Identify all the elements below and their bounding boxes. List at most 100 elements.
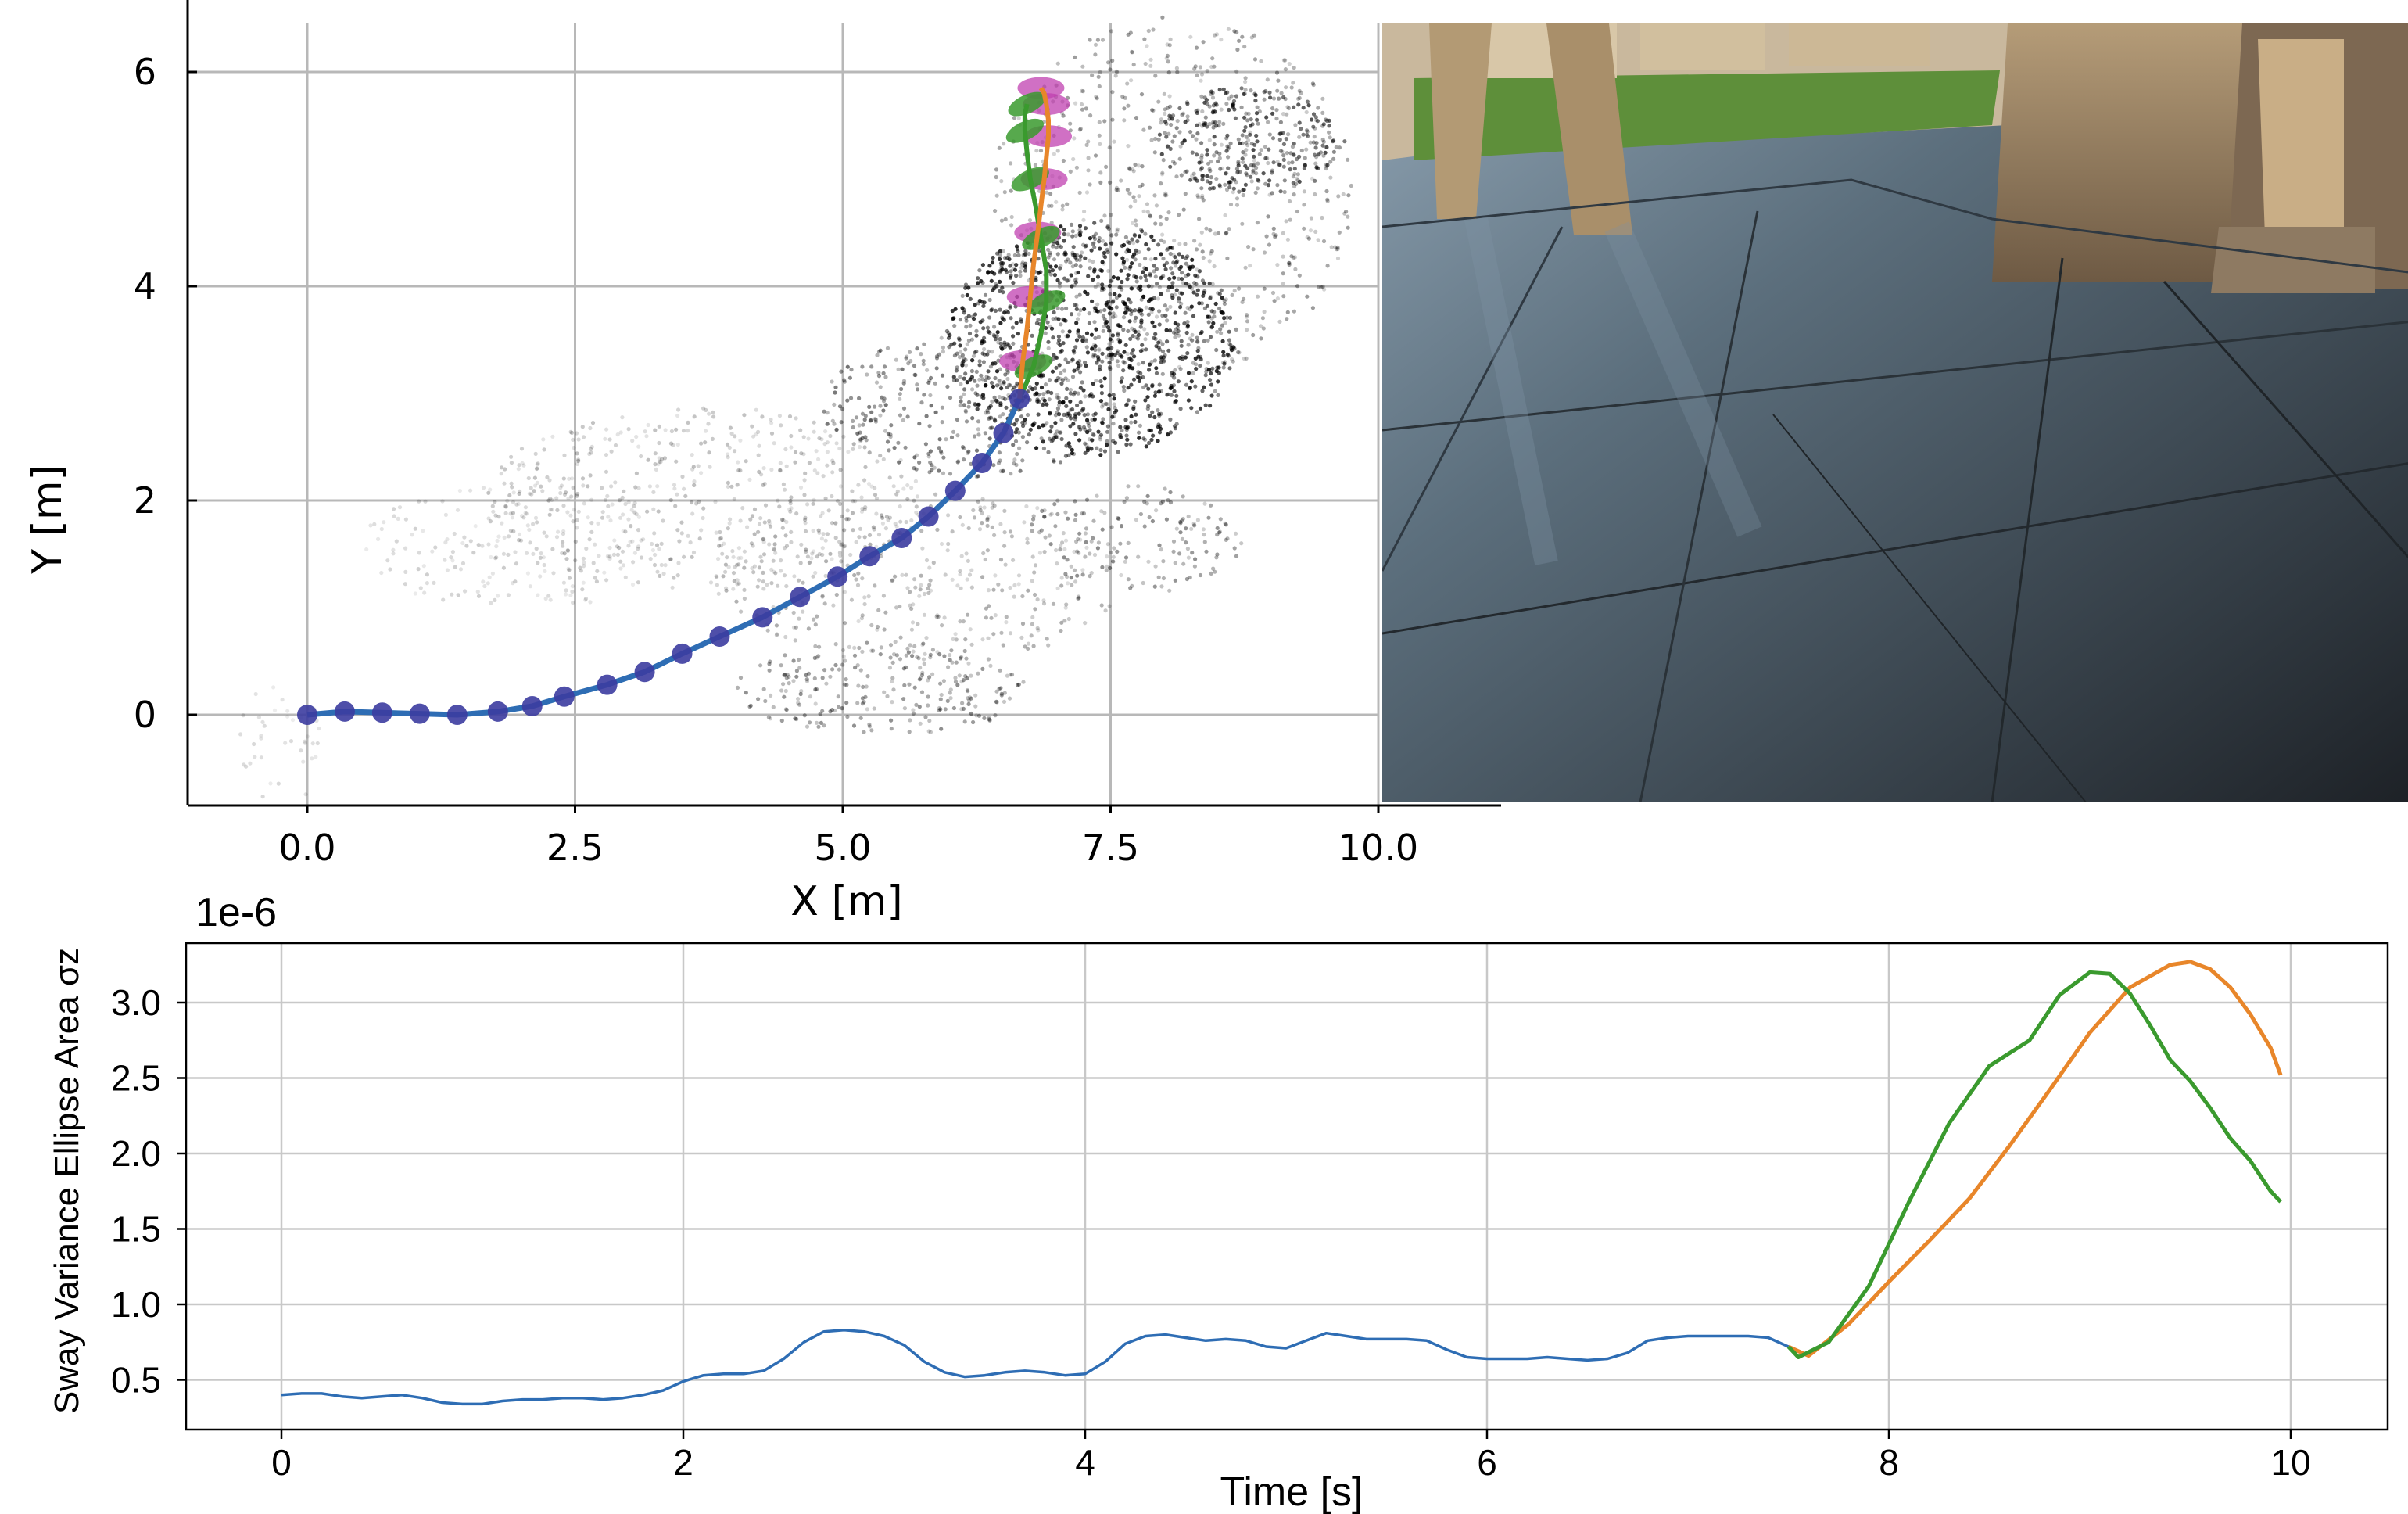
cloud-point [898, 657, 903, 662]
cloud-point [1253, 99, 1258, 103]
cloud-point [998, 668, 1002, 673]
cloud-point [1176, 379, 1181, 384]
cloud-point [1321, 122, 1326, 127]
cloud-point [713, 500, 718, 504]
cloud-point [1121, 315, 1127, 320]
cloud-point [1216, 379, 1220, 384]
cloud-point [681, 429, 686, 433]
cloud-point [1014, 274, 1019, 278]
cloud-point [372, 522, 377, 527]
cloud-point [632, 500, 637, 505]
cloud-point [804, 547, 808, 552]
cloud-point [1227, 145, 1231, 149]
cloud-point [1313, 229, 1318, 234]
cloud-point [1285, 237, 1290, 242]
cloud-point [1076, 366, 1080, 371]
cloud-point [1207, 121, 1212, 127]
cloud-point [1179, 343, 1184, 348]
cloud-point [811, 528, 815, 533]
cloud-point [1143, 337, 1148, 342]
cloud-point [1244, 356, 1249, 361]
cloud-point [812, 549, 816, 554]
cloud-point [729, 431, 734, 436]
cloud-point [862, 535, 867, 540]
cloud-point [1043, 331, 1048, 335]
cloud-point [571, 437, 575, 443]
cloud-point [913, 479, 918, 484]
cloud-point [1121, 260, 1126, 264]
cloud-point [906, 361, 911, 366]
cloud-point [999, 345, 1004, 350]
cloud-point [1046, 247, 1051, 252]
cloud-point [1167, 276, 1172, 282]
cloud-point [1062, 368, 1067, 373]
cloud-point [1119, 285, 1123, 289]
cloud-point [1146, 312, 1151, 317]
cloud-point [964, 325, 969, 329]
cloud-point [1154, 508, 1159, 513]
cloud-point [1177, 242, 1182, 246]
cloud-point [929, 375, 933, 380]
cloud-point [443, 540, 448, 545]
cloud-point [1199, 186, 1204, 191]
cloud-point [1036, 628, 1041, 633]
cloud-point [1206, 314, 1210, 319]
cloud-point [1113, 314, 1118, 318]
cloud-point [999, 179, 1004, 184]
cloud-point [950, 660, 955, 665]
cloud-point [750, 424, 754, 429]
cloud-point [1214, 347, 1219, 353]
cloud-point [489, 554, 493, 560]
cloud-point [898, 457, 903, 463]
cloud-point [1098, 432, 1104, 437]
cloud-point [1195, 349, 1200, 353]
cloud-point [1105, 402, 1109, 407]
cloud-point [919, 583, 923, 588]
cloud-point [394, 539, 399, 544]
cloud-point [1049, 390, 1054, 396]
cloud-point [1066, 278, 1071, 282]
cloud-point [1083, 394, 1088, 399]
cloud-point [1292, 192, 1296, 197]
cloud-point [1097, 133, 1102, 138]
cloud-point [779, 718, 784, 723]
cloud-point [1181, 561, 1186, 566]
cloud-point [1281, 153, 1286, 158]
cloud-point [1243, 163, 1248, 168]
cloud-point [609, 449, 614, 454]
cloud-point [1202, 533, 1206, 537]
cloud-point [1054, 547, 1059, 553]
cloud-point [733, 565, 737, 569]
cloud-point [903, 445, 908, 450]
cloud-point [1211, 103, 1216, 108]
cloud-point [963, 371, 968, 376]
cloud-point [1170, 113, 1176, 118]
cloud-point [708, 465, 712, 469]
cloud-point [1131, 169, 1136, 174]
cloud-point [1140, 343, 1145, 347]
cloud-point [1065, 386, 1070, 391]
cloud-point [945, 384, 950, 389]
cloud-point [1008, 305, 1012, 310]
cloud-point [834, 427, 839, 432]
cloud-point [976, 301, 981, 306]
cloud-point [1206, 338, 1210, 343]
cloud-point [1055, 393, 1060, 397]
cloud-point [998, 336, 1002, 342]
cloud-point [1202, 123, 1207, 127]
cloud-point [839, 369, 844, 374]
cloud-point [812, 617, 816, 622]
cloud-point [973, 391, 978, 396]
cloud-point [916, 387, 920, 392]
cloud-point [1158, 339, 1163, 344]
cloud-point [728, 517, 733, 522]
cloud-point [1297, 154, 1302, 159]
cloud-point [582, 501, 586, 506]
cloud-point [890, 679, 894, 684]
trajectory-point [554, 686, 575, 707]
cloud-point [768, 524, 773, 529]
cloud-point [1111, 554, 1116, 559]
cloud-point [1174, 126, 1179, 131]
cloud-point [926, 590, 931, 596]
cloud-point [813, 644, 818, 649]
